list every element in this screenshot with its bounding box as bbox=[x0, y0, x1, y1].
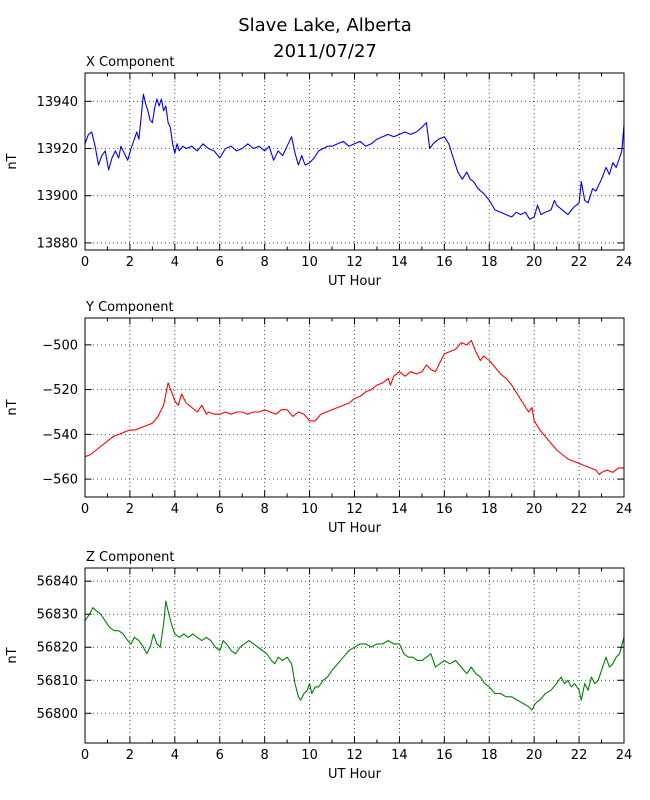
z-component-line bbox=[84, 600, 625, 711]
y-axis-label: nT bbox=[5, 399, 20, 415]
y-component-line bbox=[84, 339, 624, 476]
x-tick-label: 12 bbox=[346, 255, 363, 270]
x-tick-label: 8 bbox=[261, 502, 269, 517]
figure-title: Slave Lake, Alberta 2011/07/27 bbox=[0, 13, 650, 65]
x-tick-label: 0 bbox=[81, 255, 89, 270]
x-tick-label: 12 bbox=[346, 748, 363, 763]
x-axis-label: UT Hour bbox=[328, 274, 382, 289]
x-tick-label: 0 bbox=[81, 748, 89, 763]
x-axis-label: UT Hour bbox=[328, 767, 382, 782]
y-tick-label: 56810 bbox=[37, 674, 78, 689]
x-tick-label: 22 bbox=[571, 748, 588, 763]
x-tick-label: 16 bbox=[436, 502, 453, 517]
x-tick-label: 4 bbox=[171, 748, 179, 763]
x-tick-label: 16 bbox=[436, 748, 453, 763]
x-component-line bbox=[84, 93, 625, 220]
y-tick-label: −520 bbox=[42, 383, 78, 398]
x-tick-label: 14 bbox=[391, 255, 408, 270]
y-tick-label: −540 bbox=[42, 428, 78, 443]
x-tick-label: 6 bbox=[216, 255, 224, 270]
x-tick-label: 22 bbox=[571, 255, 588, 270]
x-tick-label: 2 bbox=[126, 748, 134, 763]
x-axis-label: UT Hour bbox=[328, 521, 382, 536]
x-tick-label: 6 bbox=[216, 502, 224, 517]
x-tick-label: 0 bbox=[81, 502, 89, 517]
y-tick-label: 56800 bbox=[37, 707, 78, 722]
y-tick-label: 13880 bbox=[37, 236, 78, 251]
x-tick-label: 24 bbox=[616, 255, 633, 270]
y-tick-label: 13940 bbox=[37, 95, 78, 110]
y-tick-label: 56840 bbox=[37, 575, 78, 590]
x-tick-label: 14 bbox=[391, 502, 408, 517]
x-tick-label: 18 bbox=[481, 502, 498, 517]
subplot-title: Z Component bbox=[86, 550, 175, 565]
x-tick-label: 20 bbox=[526, 255, 543, 270]
y-tick-label: 13920 bbox=[37, 142, 78, 157]
figure-title-line2: 2011/07/27 bbox=[273, 41, 377, 62]
x-tick-label: 10 bbox=[301, 502, 318, 517]
y-tick-label: 56820 bbox=[37, 641, 78, 656]
y-axis-label: nT bbox=[5, 647, 20, 663]
x-tick-label: 22 bbox=[571, 502, 588, 517]
x-tick-label: 10 bbox=[301, 255, 318, 270]
x-tick-label: 4 bbox=[171, 502, 179, 517]
x-tick-label: 2 bbox=[126, 502, 134, 517]
figure-title-line1: Slave Lake, Alberta bbox=[238, 15, 412, 36]
x-tick-label: 20 bbox=[526, 502, 543, 517]
x-tick-label: 6 bbox=[216, 748, 224, 763]
x-tick-label: 20 bbox=[526, 748, 543, 763]
x-tick-label: 14 bbox=[391, 748, 408, 763]
x-tick-label: 24 bbox=[616, 502, 633, 517]
y-tick-label: 13900 bbox=[37, 189, 78, 204]
x-tick-label: 10 bbox=[301, 748, 318, 763]
x-tick-label: 8 bbox=[261, 255, 269, 270]
x-tick-label: 18 bbox=[481, 255, 498, 270]
y-axis-label: nT bbox=[5, 153, 20, 169]
y-tick-label: −560 bbox=[42, 473, 78, 488]
x-tick-label: 4 bbox=[171, 255, 179, 270]
y-tick-label: 56830 bbox=[37, 608, 78, 623]
x-tick-label: 2 bbox=[126, 255, 134, 270]
x-tick-label: 18 bbox=[481, 748, 498, 763]
subplot-title: Y Component bbox=[85, 300, 174, 315]
x-tick-label: 8 bbox=[261, 748, 269, 763]
x-tick-label: 24 bbox=[616, 748, 633, 763]
x-tick-label: 16 bbox=[436, 255, 453, 270]
y-tick-label: −500 bbox=[42, 338, 78, 353]
x-tick-label: 12 bbox=[346, 502, 363, 517]
subplot-title: X Component bbox=[86, 55, 175, 70]
